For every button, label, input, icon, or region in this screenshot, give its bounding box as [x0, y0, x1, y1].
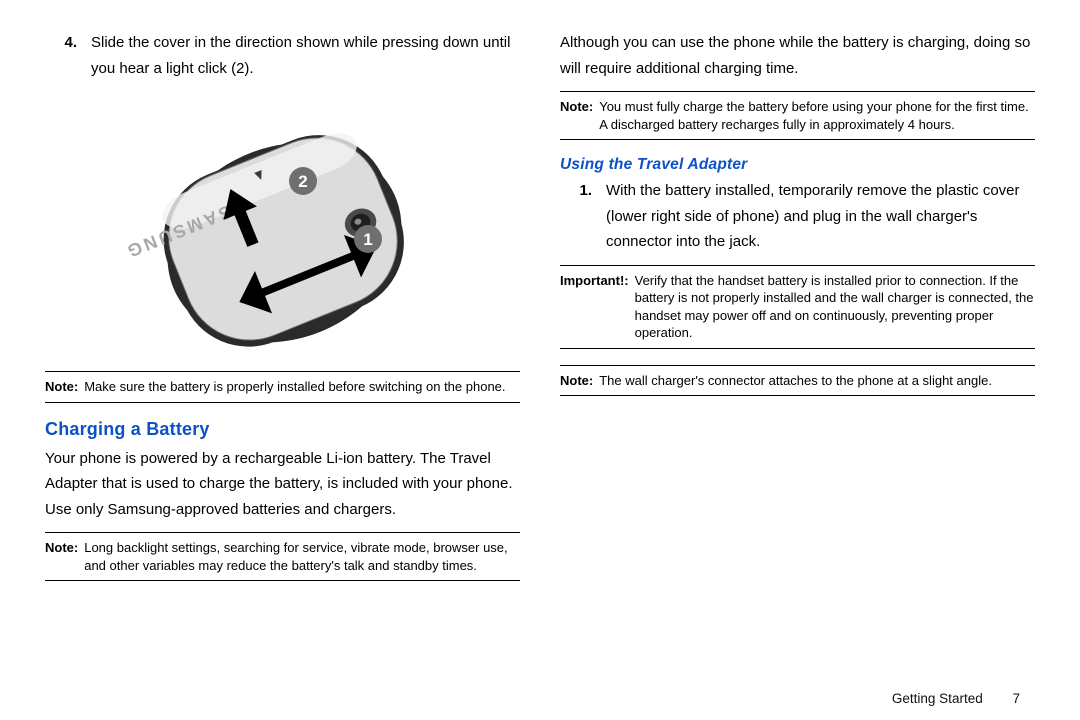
- charging-paragraph: Your phone is powered by a rechargeable …: [45, 446, 520, 523]
- note-text: You must fully charge the battery before…: [599, 98, 1035, 133]
- step-text: Slide the cover in the direction shown w…: [91, 30, 520, 81]
- note-first-charge: Note: You must fully charge the battery …: [560, 91, 1035, 140]
- note-backlight: Note: Long backlight settings, searching…: [45, 532, 520, 581]
- important-battery-connect: Important!: Verify that the handset batt…: [560, 265, 1035, 349]
- note-label: Note:: [560, 372, 599, 390]
- heading-travel-adapter: Using the Travel Adapter: [560, 156, 1035, 174]
- note-text: Make sure the battery is properly instal…: [84, 378, 520, 396]
- note-label: Note:: [560, 98, 599, 133]
- note-battery-install: Note: Make sure the battery is properly …: [45, 371, 520, 403]
- note-text: The wall charger's connector attaches to…: [599, 372, 1035, 390]
- step-number: 4.: [45, 30, 91, 81]
- left-column: 4. Slide the cover in the direction show…: [45, 30, 520, 597]
- note-label: Note:: [45, 539, 84, 574]
- step-number: 1.: [560, 178, 606, 255]
- right-column: Although you can use the phone while the…: [560, 30, 1035, 597]
- important-text: Verify that the handset battery is insta…: [635, 272, 1035, 342]
- footer-page-number: 7: [1012, 691, 1020, 706]
- charging-while-use: Although you can use the phone while the…: [560, 30, 1035, 81]
- note-label: Note:: [45, 378, 84, 396]
- step-text: With the battery installed, temporarily …: [606, 178, 1035, 255]
- phone-cover-figure: SAMSUNG: [45, 89, 520, 359]
- note-connector-angle: Note: The wall charger's connector attac…: [560, 365, 1035, 397]
- step-1-adapter: 1. With the battery installed, temporari…: [560, 178, 1035, 255]
- important-label: Important!:: [560, 272, 635, 342]
- figure-label-1: 1: [363, 230, 372, 249]
- phone-illustration: SAMSUNG: [123, 89, 443, 359]
- heading-charging: Charging a Battery: [45, 419, 520, 440]
- footer-section: Getting Started: [892, 691, 983, 706]
- note-text: Long backlight settings, searching for s…: [84, 539, 520, 574]
- figure-label-2: 2: [298, 172, 307, 191]
- page-footer: Getting Started 7: [892, 691, 1020, 706]
- step-4: 4. Slide the cover in the direction show…: [45, 30, 520, 81]
